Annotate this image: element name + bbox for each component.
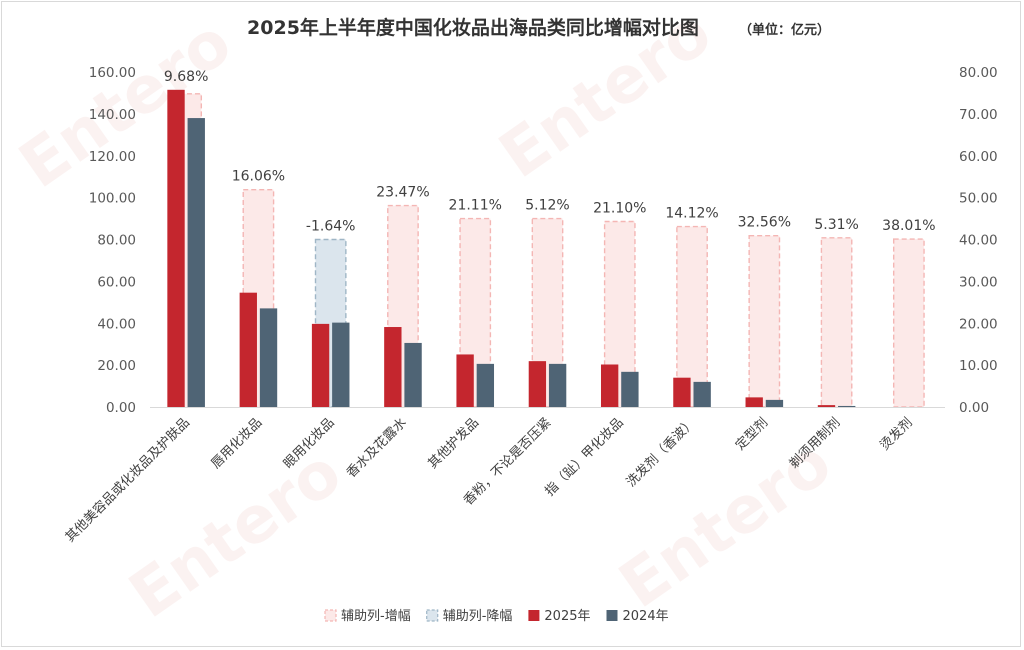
bar-2024 bbox=[332, 322, 350, 407]
legend-swatch bbox=[528, 610, 540, 621]
bar-2024 bbox=[548, 363, 567, 407]
legend-swatch bbox=[324, 609, 337, 622]
right-y-axis: 0.00 10.00 20.00 30.00 40.00 50.00 60.00 70.00 8… bbox=[959, 65, 998, 416]
legend-label: 2025年 bbox=[544, 609, 590, 624]
bar-2025 bbox=[311, 323, 330, 407]
left-tick-label: 120.00 bbox=[89, 149, 136, 165]
growth-label: 16.06% bbox=[232, 169, 285, 185]
legend-item: 辅助列-降幅 bbox=[426, 609, 513, 624]
category-label: 定型剂 bbox=[733, 415, 771, 453]
bar-2024 bbox=[765, 399, 784, 407]
category-label: 洗发剂（香波） bbox=[623, 415, 699, 491]
growth-label: 38.01% bbox=[882, 218, 935, 234]
right-tick-label: 40.00 bbox=[959, 233, 998, 249]
bar-2025 bbox=[384, 327, 402, 407]
growth-label: 21.11% bbox=[449, 198, 502, 214]
bar-2024 bbox=[476, 363, 495, 407]
right-tick-label: 20.00 bbox=[959, 316, 998, 332]
growth-label: -1.64% bbox=[306, 219, 356, 235]
legend-label: 辅助列-增幅 bbox=[341, 609, 411, 624]
bar-2025 bbox=[817, 405, 836, 407]
bar-2025 bbox=[239, 292, 257, 407]
left-tick-label: 60.00 bbox=[97, 274, 136, 290]
main-bars bbox=[167, 89, 856, 407]
chart-title: 2025年上半年度中国化妆品出海品类同比增幅对比图 bbox=[247, 16, 699, 39]
right-tick-label: 60.00 bbox=[959, 149, 998, 165]
left-tick-label: 80.00 bbox=[97, 233, 136, 249]
growth-label: 23.47% bbox=[376, 185, 429, 201]
right-tick-label: 70.00 bbox=[959, 107, 998, 123]
growth-label: 5.31% bbox=[814, 217, 858, 233]
legend-swatch bbox=[606, 610, 618, 621]
left-tick-label: 140.00 bbox=[89, 107, 136, 123]
legend-label: 2024年 bbox=[623, 609, 669, 624]
growth-label: 14.12% bbox=[665, 206, 718, 222]
bar-2025 bbox=[600, 364, 619, 407]
category-label: 指（趾）甲化妆品 bbox=[542, 415, 626, 499]
bar-2024 bbox=[187, 118, 205, 407]
category-label: 其他护发品 bbox=[425, 415, 482, 472]
category-label: 唇用化妆品 bbox=[209, 415, 266, 472]
bar-2024 bbox=[404, 342, 422, 407]
watermark-0: Entero bbox=[7, 6, 245, 204]
left-tick-label: 20.00 bbox=[97, 358, 136, 374]
category-label: 其他美容品或化妆品及护肤品 bbox=[62, 415, 193, 546]
bar-2025 bbox=[673, 377, 691, 407]
left-tick-label: 0.00 bbox=[106, 400, 136, 416]
right-tick-label: 80.00 bbox=[959, 65, 998, 81]
growth-label: 21.10% bbox=[593, 200, 646, 216]
bar-2025 bbox=[456, 354, 474, 407]
bar-2025 bbox=[167, 89, 185, 407]
growth-label: 5.12% bbox=[525, 198, 569, 214]
growth-label: 9.68% bbox=[164, 69, 208, 85]
bar-2024 bbox=[259, 308, 278, 407]
aux-increase-bar bbox=[892, 238, 925, 408]
legend-item: 2025年 bbox=[528, 609, 591, 624]
left-tick-label: 100.00 bbox=[89, 191, 136, 207]
right-tick-label: 0.00 bbox=[959, 400, 989, 416]
left-tick-label: 160.00 bbox=[89, 65, 136, 81]
chart-unit: （单位：亿元） bbox=[739, 22, 830, 38]
growth-labels: 9.68% 16.06% -1.64% 23.47% 21.11% 5.12% 21.10%… bbox=[164, 69, 936, 235]
legend-item: 2024年 bbox=[606, 609, 669, 624]
bar-2024 bbox=[838, 405, 856, 407]
right-tick-label: 30.00 bbox=[959, 274, 998, 290]
bar-2025 bbox=[745, 397, 763, 407]
legend-item: 辅助列-增幅 bbox=[324, 609, 411, 624]
left-y-axis: 0.00 20.00 40.00 60.00 80.00 100.00 120.00 140.… bbox=[89, 65, 136, 416]
right-tick-label: 50.00 bbox=[959, 191, 998, 207]
bar-2024 bbox=[621, 371, 639, 407]
left-tick-label: 40.00 bbox=[97, 316, 136, 332]
right-tick-label: 10.00 bbox=[959, 358, 998, 374]
legend: 辅助列-增幅 辅助列-降幅 2025年 2024年 bbox=[324, 609, 669, 624]
legend-label: 辅助列-降幅 bbox=[443, 609, 513, 624]
aux-increase-bar bbox=[748, 235, 781, 408]
growth-label: 32.56% bbox=[738, 215, 791, 231]
aux-increase-bar bbox=[820, 237, 853, 408]
bar-2024 bbox=[693, 381, 711, 407]
category-label: 香水及花露水 bbox=[343, 415, 409, 481]
category-label: 烫发剂 bbox=[877, 415, 916, 454]
legend-swatch bbox=[426, 609, 439, 622]
bar-2025 bbox=[528, 361, 547, 407]
aux-increase-bar bbox=[676, 225, 708, 408]
